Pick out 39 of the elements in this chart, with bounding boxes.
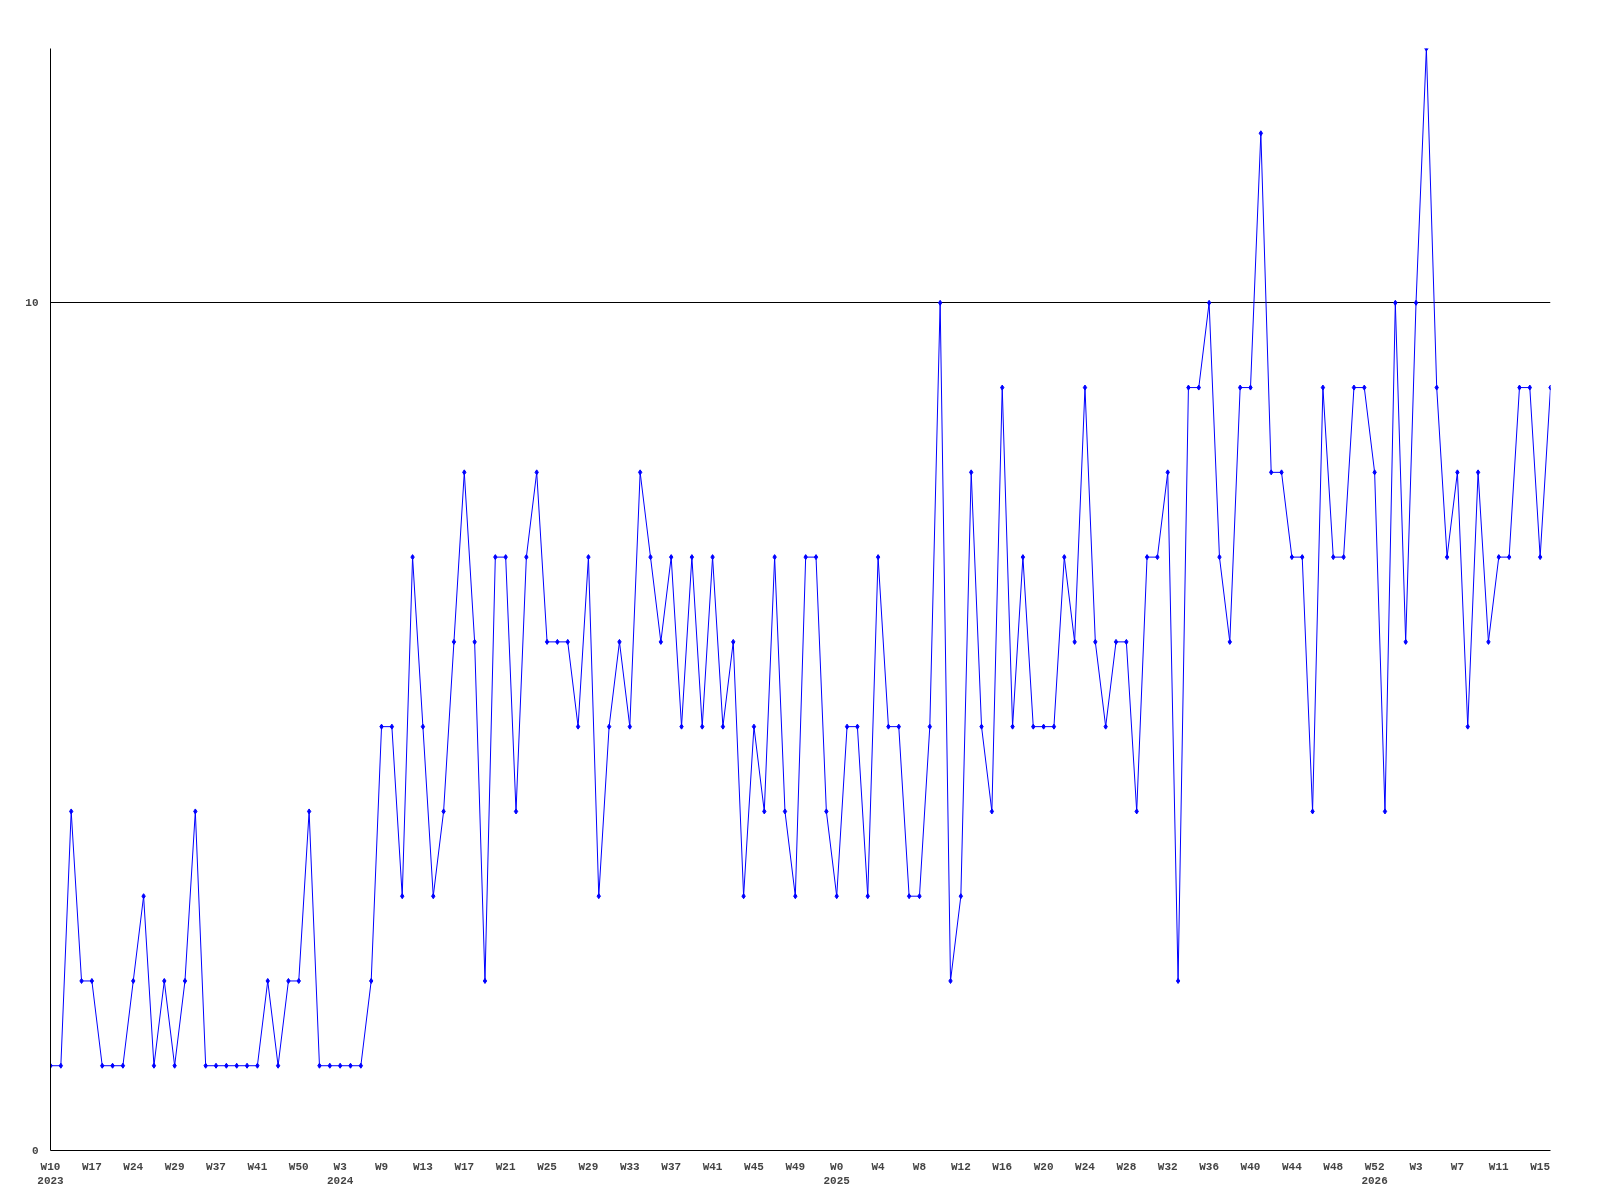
x-tick-label: W4 — [871, 1160, 886, 1173]
x-tick-label: W21 — [495, 1160, 516, 1173]
y-tick-label: 0 — [31, 1145, 39, 1157]
x-tick-label: W41 — [247, 1160, 268, 1173]
x-tick-label: W15 — [1530, 1160, 1551, 1173]
x-tick-label: W7 — [1450, 1160, 1464, 1173]
x-tick-label: W3 — [1409, 1160, 1424, 1173]
x-tick-label: W29 — [578, 1160, 599, 1173]
x-tick-label: W0 2025 — [823, 1160, 851, 1187]
x-tick-label: W10 2023 — [37, 1160, 65, 1187]
x-tick-label: W24 — [123, 1160, 144, 1173]
x-tick-label: W49 — [785, 1160, 806, 1173]
x-tick-label: W12 — [950, 1160, 971, 1173]
x-tick-label: W33 — [619, 1160, 641, 1173]
x-tick-label: W50 — [288, 1160, 309, 1173]
x-tick-label: W37 — [661, 1160, 682, 1173]
x-tick-label: W17 — [81, 1160, 102, 1173]
y-tick-label: 10 — [25, 297, 39, 310]
x-tick-label: W8 — [912, 1160, 927, 1173]
x-tick-label: W40 — [1240, 1160, 1261, 1173]
x-tick-label: W11 — [1488, 1160, 1510, 1173]
x-tick-label: W16 — [992, 1160, 1013, 1173]
x-tick-label: W41 — [702, 1160, 723, 1173]
x-tick-label: W45 — [744, 1160, 765, 1173]
x-tick-label: W28 — [1116, 1160, 1137, 1173]
x-tick-label: W9 — [374, 1160, 389, 1173]
x-tick-label: W29 — [164, 1160, 185, 1173]
x-tick-label: W24 — [1075, 1160, 1096, 1173]
x-tick-label: W3 2024 — [326, 1160, 354, 1187]
x-tick-label: W13 — [413, 1160, 434, 1173]
x-tick-label: W44 — [1281, 1160, 1303, 1173]
x-tick-label: W25 — [537, 1160, 558, 1173]
x-tick-label: W20 — [1033, 1160, 1054, 1173]
x-tick-label: W36 — [1199, 1160, 1220, 1173]
x-tick-label: W37 — [206, 1160, 226, 1173]
x-tick-label: W32 — [1157, 1160, 1178, 1173]
x-tick-label: W48 — [1323, 1160, 1344, 1173]
x-tick-label: W17 — [454, 1160, 475, 1173]
x-tick-label: W52 2026 — [1361, 1160, 1388, 1187]
